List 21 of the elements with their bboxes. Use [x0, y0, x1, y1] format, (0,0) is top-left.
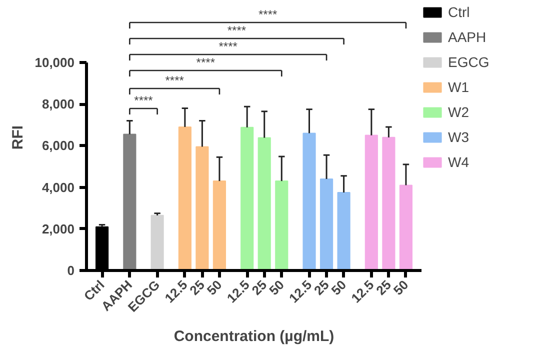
y-tick-label: 10,000: [34, 55, 75, 70]
legend-label: W3: [448, 129, 469, 145]
text: ****: [227, 24, 246, 38]
legend-label: W2: [448, 104, 469, 120]
text: ****: [218, 40, 238, 54]
y-tick-label: 8,000: [42, 96, 75, 112]
annotation: ****: [165, 74, 184, 88]
annotation: ****: [196, 56, 216, 70]
legend-label: W4: [448, 154, 469, 170]
legend-label: Ctrl: [448, 4, 470, 20]
x-axis-title: Concentration (µg/mL): [174, 328, 334, 346]
y-tick-label: 2,000: [42, 221, 75, 236]
legend-label: EGCG: [448, 54, 490, 70]
legend-label: AAPH: [448, 29, 486, 45]
annotation: ****: [134, 94, 154, 108]
y-tick-label: 6,000: [42, 138, 75, 154]
text: ****: [258, 8, 278, 22]
y-axis-title: RFI: [10, 125, 27, 150]
y-tick-label: 4,000: [42, 180, 75, 195]
y-tick-label: 0: [67, 263, 75, 278]
legend-label: W1: [448, 79, 469, 95]
